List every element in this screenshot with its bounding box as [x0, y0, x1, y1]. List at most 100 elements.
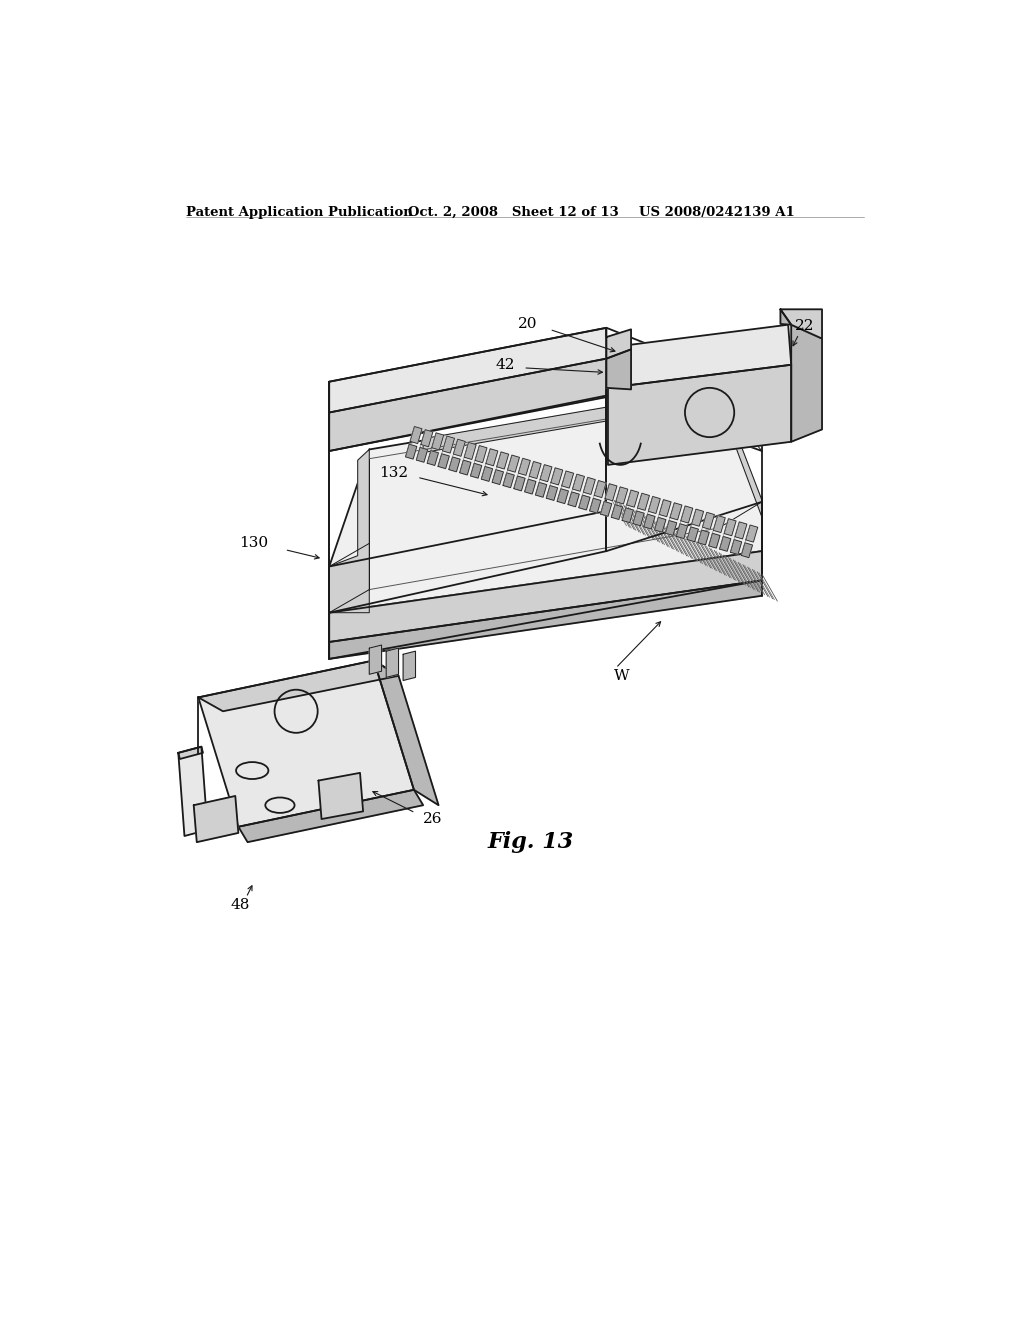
Polygon shape	[454, 440, 465, 457]
Polygon shape	[792, 325, 822, 442]
Text: 48: 48	[230, 899, 250, 912]
Polygon shape	[178, 747, 203, 759]
Polygon shape	[524, 479, 536, 494]
Polygon shape	[178, 747, 208, 836]
Polygon shape	[536, 482, 547, 498]
Polygon shape	[514, 477, 525, 491]
Polygon shape	[724, 519, 736, 536]
Polygon shape	[572, 474, 585, 491]
Polygon shape	[648, 496, 660, 513]
Polygon shape	[503, 473, 514, 487]
Polygon shape	[654, 517, 666, 532]
Polygon shape	[497, 451, 509, 469]
Polygon shape	[745, 525, 758, 543]
Polygon shape	[579, 495, 590, 510]
Polygon shape	[551, 467, 563, 484]
Polygon shape	[606, 330, 631, 359]
Polygon shape	[605, 483, 616, 500]
Polygon shape	[330, 359, 606, 451]
Text: W: W	[614, 669, 630, 682]
Text: 130: 130	[240, 536, 268, 550]
Polygon shape	[485, 449, 498, 466]
Text: 132: 132	[379, 466, 409, 479]
Polygon shape	[691, 510, 703, 527]
Polygon shape	[421, 430, 433, 446]
Polygon shape	[199, 660, 398, 711]
Polygon shape	[608, 364, 792, 465]
Polygon shape	[406, 445, 417, 459]
Polygon shape	[714, 516, 725, 532]
Polygon shape	[417, 447, 428, 462]
Polygon shape	[438, 454, 450, 469]
Polygon shape	[702, 512, 715, 529]
Polygon shape	[442, 436, 455, 453]
Polygon shape	[410, 426, 422, 444]
Polygon shape	[670, 503, 682, 520]
Polygon shape	[529, 462, 541, 479]
Polygon shape	[590, 499, 601, 513]
Polygon shape	[508, 455, 519, 473]
Polygon shape	[633, 511, 644, 525]
Text: 26: 26	[423, 812, 442, 826]
Polygon shape	[330, 581, 762, 659]
Polygon shape	[611, 504, 623, 520]
Polygon shape	[557, 488, 568, 503]
Polygon shape	[623, 508, 634, 523]
Polygon shape	[666, 520, 677, 536]
Polygon shape	[460, 461, 471, 475]
Polygon shape	[780, 309, 822, 339]
Polygon shape	[239, 789, 423, 842]
Polygon shape	[730, 540, 741, 554]
Polygon shape	[330, 391, 762, 612]
Text: Fig. 13: Fig. 13	[487, 832, 574, 853]
Polygon shape	[546, 486, 557, 500]
Polygon shape	[568, 492, 580, 507]
Polygon shape	[475, 446, 487, 462]
Polygon shape	[403, 651, 416, 681]
Polygon shape	[584, 478, 595, 495]
Text: 20: 20	[518, 317, 538, 331]
Polygon shape	[374, 660, 438, 805]
Polygon shape	[481, 466, 493, 482]
Polygon shape	[423, 388, 762, 517]
Polygon shape	[780, 309, 792, 325]
Polygon shape	[464, 442, 476, 459]
Polygon shape	[194, 796, 239, 842]
Text: US 2008/0242139 A1: US 2008/0242139 A1	[639, 206, 795, 219]
Polygon shape	[698, 531, 710, 545]
Polygon shape	[386, 648, 398, 677]
Polygon shape	[735, 521, 746, 539]
Polygon shape	[470, 463, 481, 478]
Polygon shape	[199, 660, 414, 826]
Polygon shape	[518, 458, 530, 475]
Polygon shape	[427, 450, 438, 466]
Polygon shape	[562, 471, 573, 488]
Polygon shape	[659, 500, 671, 516]
Polygon shape	[540, 465, 552, 482]
Polygon shape	[449, 457, 460, 471]
Polygon shape	[638, 494, 649, 511]
Polygon shape	[600, 502, 611, 516]
Polygon shape	[627, 490, 639, 507]
Text: Patent Application Publication: Patent Application Publication	[186, 206, 413, 219]
Polygon shape	[606, 325, 792, 388]
Text: 22: 22	[795, 319, 814, 333]
Polygon shape	[741, 543, 753, 557]
Text: Oct. 2, 2008   Sheet 12 of 13: Oct. 2, 2008 Sheet 12 of 13	[408, 206, 618, 219]
Polygon shape	[720, 536, 731, 552]
Polygon shape	[432, 433, 443, 450]
Polygon shape	[318, 774, 364, 818]
Polygon shape	[330, 449, 370, 612]
Polygon shape	[681, 506, 692, 523]
Polygon shape	[644, 515, 655, 529]
Polygon shape	[330, 552, 762, 642]
Polygon shape	[606, 350, 631, 389]
Polygon shape	[615, 487, 628, 504]
Polygon shape	[594, 480, 606, 498]
Text: 42: 42	[495, 358, 514, 372]
Polygon shape	[493, 470, 504, 484]
Polygon shape	[687, 527, 698, 541]
Polygon shape	[709, 533, 720, 548]
Polygon shape	[370, 645, 382, 675]
Polygon shape	[676, 524, 687, 539]
